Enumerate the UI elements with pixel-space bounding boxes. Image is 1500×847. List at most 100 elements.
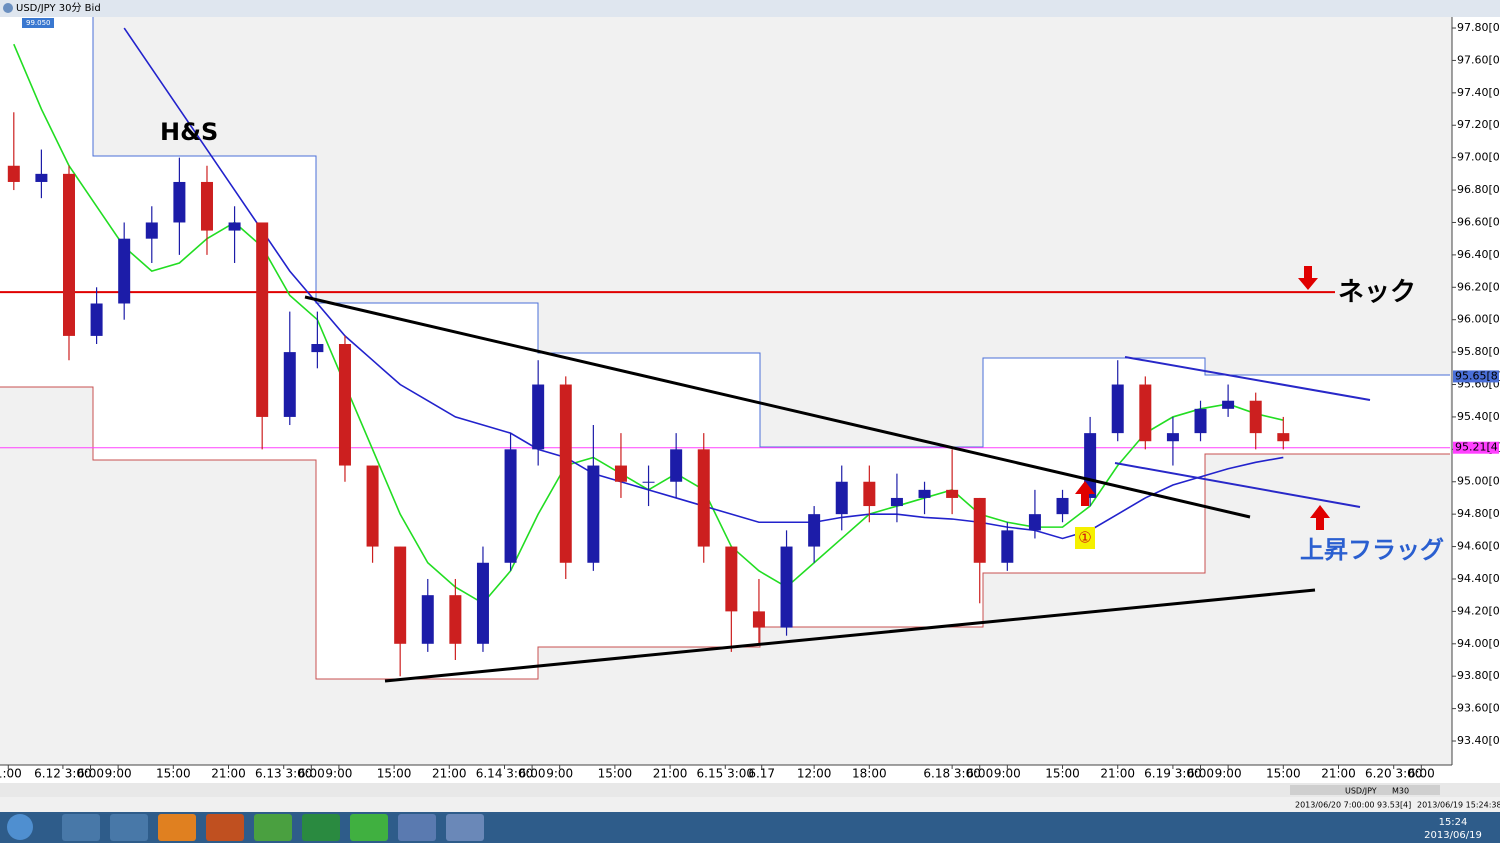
candle-body <box>973 497 986 563</box>
x-tick-label: 9:00 <box>546 767 573 781</box>
symbol-select[interactable]: USD/JPY <box>1345 787 1377 796</box>
x-tick-label: 18:00 <box>852 767 887 781</box>
toolbar <box>1290 785 1440 795</box>
x-tick-label: 6:00 <box>1187 767 1214 781</box>
x-tick-label: 15:00 <box>1266 767 1301 781</box>
app-icon[interactable] <box>158 814 196 841</box>
x-tick-label: 21:00 <box>1100 767 1135 781</box>
candle-body <box>752 611 765 628</box>
candle-body <box>476 562 489 644</box>
x-tick-label: 6.18 3:00 <box>923 767 980 781</box>
axis-tag-label: 95.21[4] <box>1455 441 1500 454</box>
axis-layer: 93.40[0] 93.60[0] 93.80[0] 94.00[0] 94.20[0]… <box>0 21 1500 780</box>
axis-tag-label: 95.65[8] <box>1455 369 1500 382</box>
candle-body <box>311 344 324 353</box>
x-tick-label: 6:00 <box>966 767 993 781</box>
y-tick-label: 96.60[0] <box>1457 215 1500 228</box>
app-icon[interactable] <box>302 814 340 841</box>
y-tick-label: 94.60[0] <box>1457 540 1500 553</box>
app-icon[interactable] <box>62 814 100 841</box>
candle-body <box>670 449 683 482</box>
candle-body <box>449 595 462 644</box>
x-tick-label: 6.14 3:00 <box>476 767 533 781</box>
high-range <box>92 17 1450 448</box>
x-tick-label: 15:00 <box>598 767 633 781</box>
candle-body <box>1166 433 1179 442</box>
x-tick-label: 6:00 <box>519 767 546 781</box>
app-icon[interactable] <box>206 814 244 841</box>
candle-body <box>559 384 572 563</box>
app-icon[interactable] <box>398 814 436 841</box>
candle-body <box>173 181 186 223</box>
flag-line <box>1114 462 1361 508</box>
candle-body <box>1249 400 1262 434</box>
marker: ① <box>1078 529 1091 547</box>
candle-body <box>145 222 158 239</box>
candle-body <box>200 181 213 231</box>
y-tick-label: 95.40[0] <box>1457 410 1500 423</box>
candle-body <box>7 165 20 182</box>
scrollbar[interactable] <box>0 783 1500 797</box>
x-tick-label: 9:00 <box>1215 767 1242 781</box>
app-icon[interactable] <box>110 814 148 841</box>
price-tag <box>22 18 54 28</box>
timeframe-select[interactable]: M30 <box>1392 787 1409 796</box>
annotation: ネック <box>1338 278 1416 308</box>
candle-body <box>835 481 848 515</box>
flag-line <box>1124 356 1371 401</box>
y-tick-label: 96.00[0] <box>1457 313 1500 326</box>
y-tick-label: 94.20[0] <box>1457 604 1500 617</box>
status-cursor: 2013/06/20 7:00:00 93.53[4] <box>1295 801 1411 810</box>
x-axis <box>0 765 1452 783</box>
x-tick-label: 12:00 <box>797 767 832 781</box>
x-tick-label: 6.17 <box>748 767 775 781</box>
x-tick-label: 21:00 <box>211 767 246 781</box>
y-tick-label: 96.20[0] <box>1457 280 1500 293</box>
candle-body <box>394 546 407 644</box>
x-tick-label: 6.15 3:00 <box>697 767 754 781</box>
price-tag-text: 99.050 <box>26 19 51 27</box>
trend-line <box>304 295 1251 519</box>
candle-body <box>587 465 600 563</box>
clock-time: 15:24 <box>1439 817 1468 828</box>
candle-body <box>228 222 241 231</box>
x-tick-label: 6.19 3:00 <box>1144 767 1201 781</box>
start-button[interactable] <box>7 814 33 840</box>
x-tick-label: 6:00 <box>1408 767 1435 781</box>
x-tick-label: 15:00 <box>156 767 191 781</box>
arrow-up <box>1075 481 1095 506</box>
x-tick-label: 9:00 <box>105 767 132 781</box>
candle-body <box>90 303 103 336</box>
window-icon <box>3 3 13 13</box>
annotation: 上昇フラッグ <box>1300 536 1444 564</box>
data-layer <box>0 27 1450 677</box>
x-tick-label: 1:00 <box>0 767 22 781</box>
y-tick-label: 93.40[0] <box>1457 734 1500 747</box>
candle-body <box>338 344 351 466</box>
y-tick-label: 97.20[0] <box>1457 118 1500 131</box>
arrow-up <box>1310 505 1330 530</box>
candle-body <box>863 481 876 507</box>
arrow-down <box>1298 266 1318 290</box>
candle-body <box>1111 384 1124 434</box>
x-tick-label: 6.13 3:00 <box>255 767 312 781</box>
x-tick-label: 15:00 <box>377 767 412 781</box>
taskbar-apps <box>62 814 484 841</box>
y-tick-label: 93.60[0] <box>1457 702 1500 715</box>
status-time: 2013/06/19 15:24:38 <box>1417 801 1500 810</box>
annotation: H&S <box>160 118 218 146</box>
app-icon[interactable] <box>446 814 484 841</box>
y-tick-label: 95.80[0] <box>1457 345 1500 358</box>
x-tick-label: 9:00 <box>325 767 352 781</box>
app-icon[interactable] <box>254 814 292 841</box>
candle-body <box>366 465 379 547</box>
axis-tag <box>1453 370 1499 383</box>
candle-body <box>697 449 710 547</box>
app-icon[interactable] <box>350 814 388 841</box>
candle-body <box>1222 400 1235 409</box>
candle-body <box>642 481 655 483</box>
candle-body <box>256 222 269 417</box>
low-range <box>0 386 1450 680</box>
status-bar <box>0 797 1500 812</box>
